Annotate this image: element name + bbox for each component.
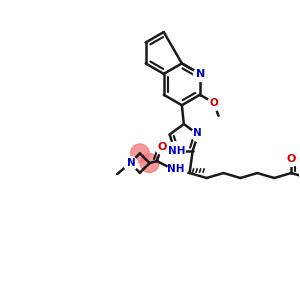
Text: NH: NH (167, 164, 184, 174)
Circle shape (140, 154, 159, 172)
Text: O: O (157, 142, 167, 152)
Circle shape (130, 144, 149, 163)
Text: NH: NH (168, 146, 186, 156)
Text: N: N (193, 128, 201, 138)
Text: O: O (209, 98, 218, 108)
Text: N: N (127, 158, 136, 168)
Text: O: O (286, 154, 296, 164)
Text: N: N (196, 69, 206, 79)
